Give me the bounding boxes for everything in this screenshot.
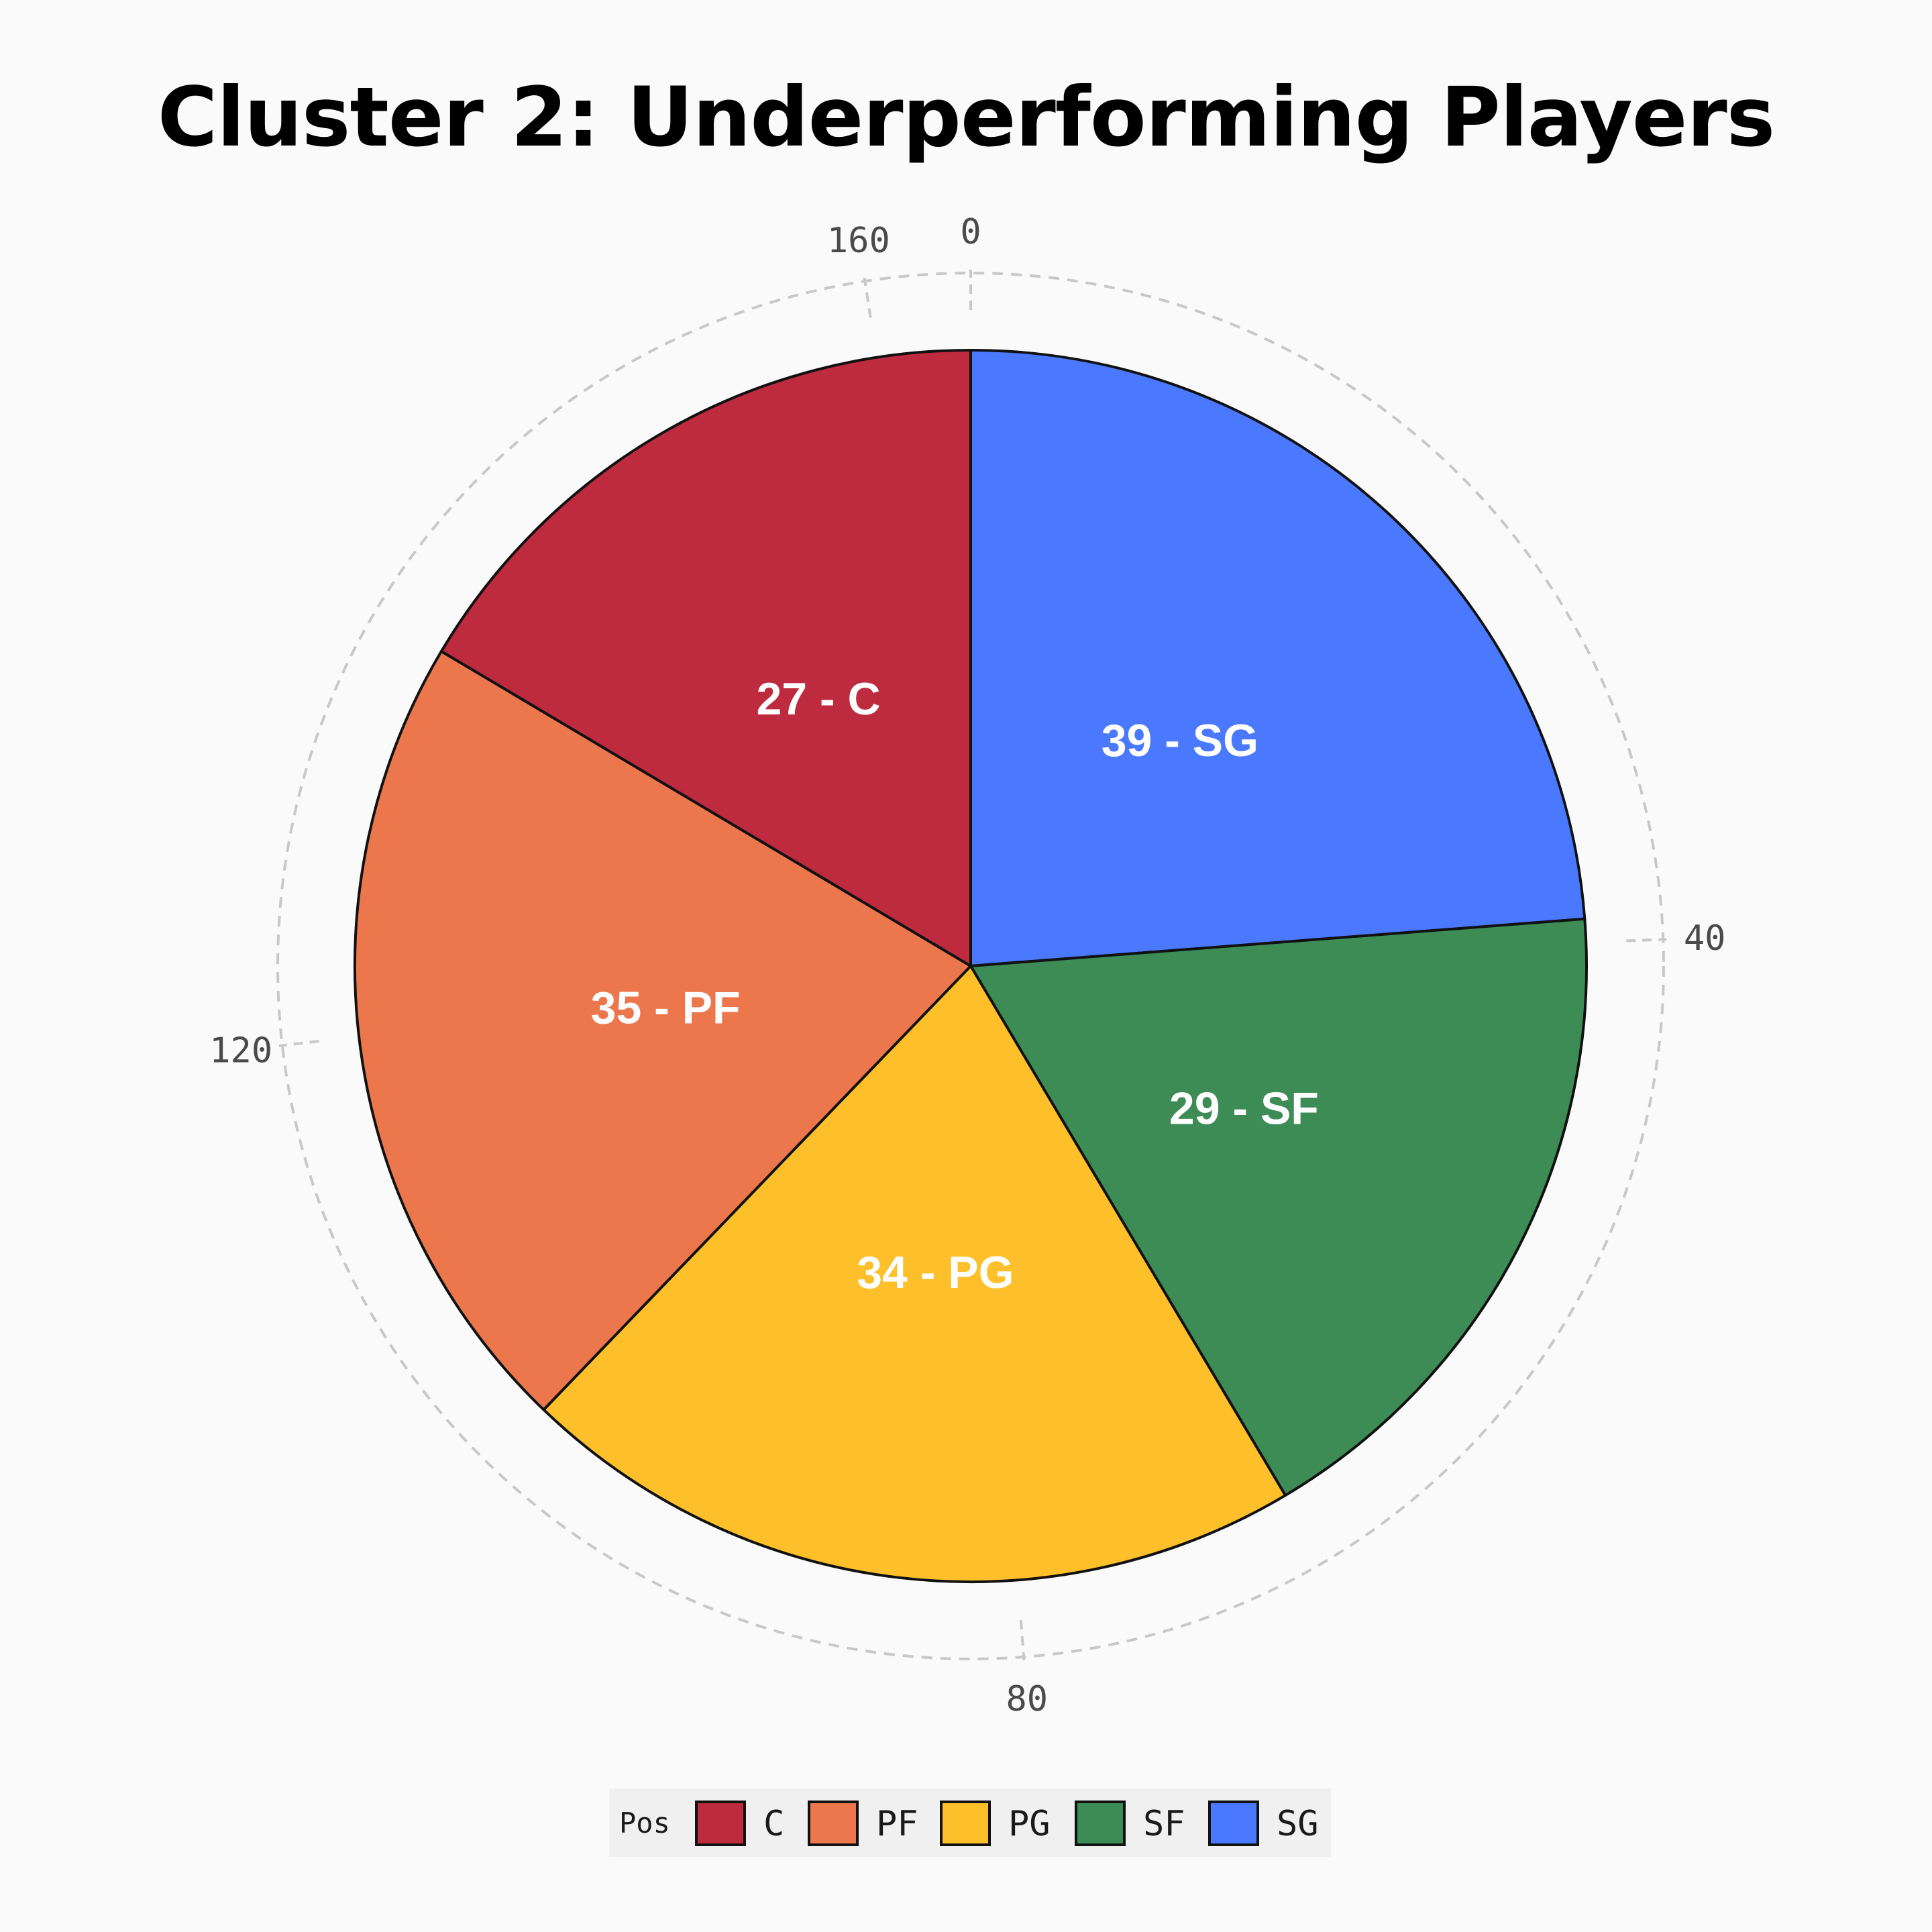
legend-label: PF: [876, 1804, 918, 1844]
angular-tick-mark: [1626, 938, 1667, 943]
legend-swatch: [1208, 1801, 1259, 1846]
angular-tick-mark: [863, 277, 872, 318]
slice-label-c: 27 - C: [756, 674, 880, 724]
angular-tick-labels: 0 40 80 120 160: [209, 212, 1725, 1719]
legend-item-sf[interactable]: SF: [1075, 1801, 1185, 1846]
pie-slice-sf[interactable]: [969, 917, 1588, 1497]
legend-item-pf[interactable]: PF: [808, 1801, 918, 1846]
slice-label-pg: 34 - PG: [857, 1247, 1014, 1298]
slice-labels: 39 - SG 29 - SF 34 - PG 35 - PF 27 - C: [591, 674, 1319, 1298]
angular-tick-mark: [1019, 1619, 1026, 1661]
legend[interactable]: Pos C PF PG SF SG: [609, 1788, 1331, 1857]
legend-swatch: [808, 1801, 859, 1846]
angular-grid: [276, 270, 1667, 1661]
slice-label-pf: 35 - PF: [591, 982, 741, 1033]
legend-label: C: [763, 1804, 784, 1844]
legend-label: PG: [1008, 1804, 1051, 1844]
angular-tick-label: 0: [960, 212, 981, 252]
legend-swatch: [1075, 1801, 1126, 1846]
legend-label: SF: [1143, 1804, 1185, 1844]
pie-slices: [354, 349, 1588, 1583]
angular-grid-circle: [276, 272, 1665, 1660]
legend-swatch: [940, 1801, 991, 1846]
slice-label-sg: 39 - SG: [1102, 715, 1258, 766]
legend-item-sg[interactable]: SG: [1208, 1801, 1319, 1846]
legend-item-pg[interactable]: PG: [940, 1801, 1051, 1846]
angular-tick-mark: [278, 1040, 319, 1048]
pie-slice-c[interactable]: [439, 349, 972, 967]
legend-swatch: [695, 1801, 746, 1846]
pie-slice-pf[interactable]: [354, 649, 972, 1411]
chart-title: Cluster 2: Underperforming Players: [157, 70, 1776, 165]
angular-tick-label: 80: [1006, 1679, 1049, 1719]
slice-label-sf: 29 - SF: [1169, 1083, 1319, 1134]
angular-tick-label: 40: [1684, 918, 1726, 959]
pie-slice-sg[interactable]: [969, 349, 1587, 967]
legend-label: SG: [1277, 1804, 1319, 1844]
pie-slice-pg[interactable]: [542, 965, 1287, 1583]
legend-item-c[interactable]: C: [695, 1801, 784, 1846]
legend-title: Pos: [619, 1807, 670, 1839]
angular-tick-label: 120: [209, 1031, 272, 1071]
angular-tick-label: 160: [827, 221, 890, 261]
